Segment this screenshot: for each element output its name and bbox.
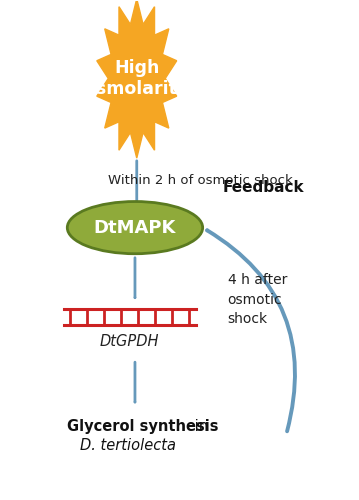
Text: Feedback: Feedback: [222, 180, 304, 196]
Text: 4 h after
osmotic
shock: 4 h after osmotic shock: [228, 273, 287, 326]
Text: DtGPDH: DtGPDH: [100, 334, 159, 348]
Ellipse shape: [67, 202, 202, 254]
Text: High
osmolarity: High osmolarity: [85, 58, 189, 98]
Text: DtMAPK: DtMAPK: [94, 218, 176, 236]
Text: in: in: [190, 419, 208, 434]
Polygon shape: [97, 0, 177, 158]
Text: Glycerol synthesis: Glycerol synthesis: [67, 419, 219, 434]
Text: Within 2 h of osmotic shock: Within 2 h of osmotic shock: [108, 174, 293, 187]
Text: D. tertiolecta: D. tertiolecta: [80, 438, 176, 453]
FancyArrowPatch shape: [207, 230, 295, 432]
